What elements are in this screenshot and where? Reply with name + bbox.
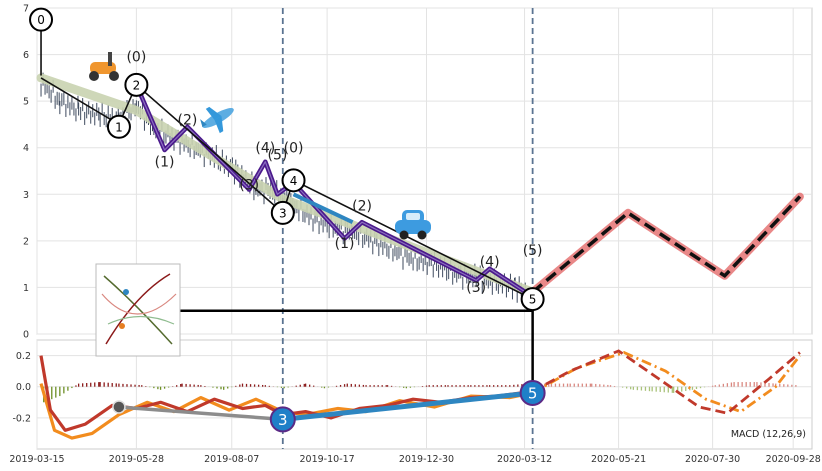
wave-marker-circle xyxy=(29,7,54,32)
x-tick-label: 2019-03-15 xyxy=(9,454,64,465)
blue-segment-line xyxy=(292,192,354,225)
x-tick-label: 2020-05-21 xyxy=(591,454,646,465)
wave-marker-label: 5 xyxy=(529,293,537,307)
price-y-tick-label: 2 xyxy=(23,236,29,247)
wave-marker-circle xyxy=(124,72,149,97)
wave-marker-label: 0 xyxy=(37,13,45,27)
wave-marker-circle xyxy=(106,114,131,139)
sub-wave-label: (2) xyxy=(178,112,198,128)
macd-wave-marker-label: 5 xyxy=(528,384,538,402)
price-y-tick-label: 1 xyxy=(23,283,29,294)
sub-wave-label: (5) xyxy=(523,243,543,259)
sub-wave-label: (4) xyxy=(255,140,275,156)
wave-marker-circle xyxy=(270,200,295,225)
price-y-tick-label: 0 xyxy=(23,330,29,341)
macd-blue-segment-line xyxy=(282,390,533,422)
gray-segment-start-dot xyxy=(112,400,126,414)
sub-wave-label: (5) xyxy=(268,147,288,163)
price-y-tick-label: 3 xyxy=(23,190,29,201)
x-tick-label: 2020-07-30 xyxy=(685,454,740,465)
wave-marker-label: 2 xyxy=(133,78,141,92)
x-tick-label: 2019-12-30 xyxy=(399,454,454,465)
wave-marker-label: 1 xyxy=(115,120,123,134)
price-y-tick-label: 6 xyxy=(23,50,29,61)
sub-wave-label: (0) xyxy=(284,140,304,156)
wave-marker-circle xyxy=(281,168,306,193)
gray-segment-line xyxy=(118,405,283,422)
sub-wave-label: (3) xyxy=(466,280,486,296)
wave-marker-label: 4 xyxy=(290,174,298,188)
x-tick-label: 2020-03-12 xyxy=(497,454,552,465)
wave-marker-label: 3 xyxy=(279,206,287,220)
macd-legend-text: MACD (12,26,9) xyxy=(731,429,806,440)
price-y-tick-label: 4 xyxy=(23,143,29,154)
sub-wave-label: (2) xyxy=(352,199,372,215)
sub-wave-label: (0) xyxy=(126,50,146,66)
wave-marker-circle xyxy=(520,287,545,312)
price-y-tick-label: 7 xyxy=(23,4,29,15)
sub-wave-label: (1) xyxy=(335,236,355,252)
x-tick-label: 2019-08-07 xyxy=(204,454,259,465)
macd-y-tick-label: 0.2 xyxy=(16,351,31,362)
macd-y-tick-label: -0.2 xyxy=(12,413,31,424)
macd-wave-marker-circle xyxy=(519,379,546,406)
sub-wave-label: (1) xyxy=(155,154,175,170)
x-tick-label: 2020-09-28 xyxy=(766,454,821,465)
sub-wave-label: (4) xyxy=(480,254,500,270)
x-tick-label: 2019-05-28 xyxy=(109,454,164,465)
price-y-tick-label: 5 xyxy=(23,97,29,108)
macd-projection-line xyxy=(531,349,801,415)
scooter-icon xyxy=(89,52,119,81)
macd-y-tick-label: 0.0 xyxy=(16,382,31,393)
macd-wave-marker-circle xyxy=(269,406,296,433)
projection-dash-line xyxy=(531,195,802,294)
inset-thumbnail xyxy=(95,263,181,357)
signal-line xyxy=(39,383,533,440)
airplane-icon xyxy=(200,106,234,134)
primary-wave-line xyxy=(40,77,533,300)
macd-wave-marker-label: 3 xyxy=(278,411,288,429)
sub-wave-label: (3) xyxy=(239,178,259,194)
car-icon xyxy=(395,210,431,240)
x-tick-label: 2019-10-17 xyxy=(300,454,355,465)
signal-projection-line xyxy=(531,351,802,414)
